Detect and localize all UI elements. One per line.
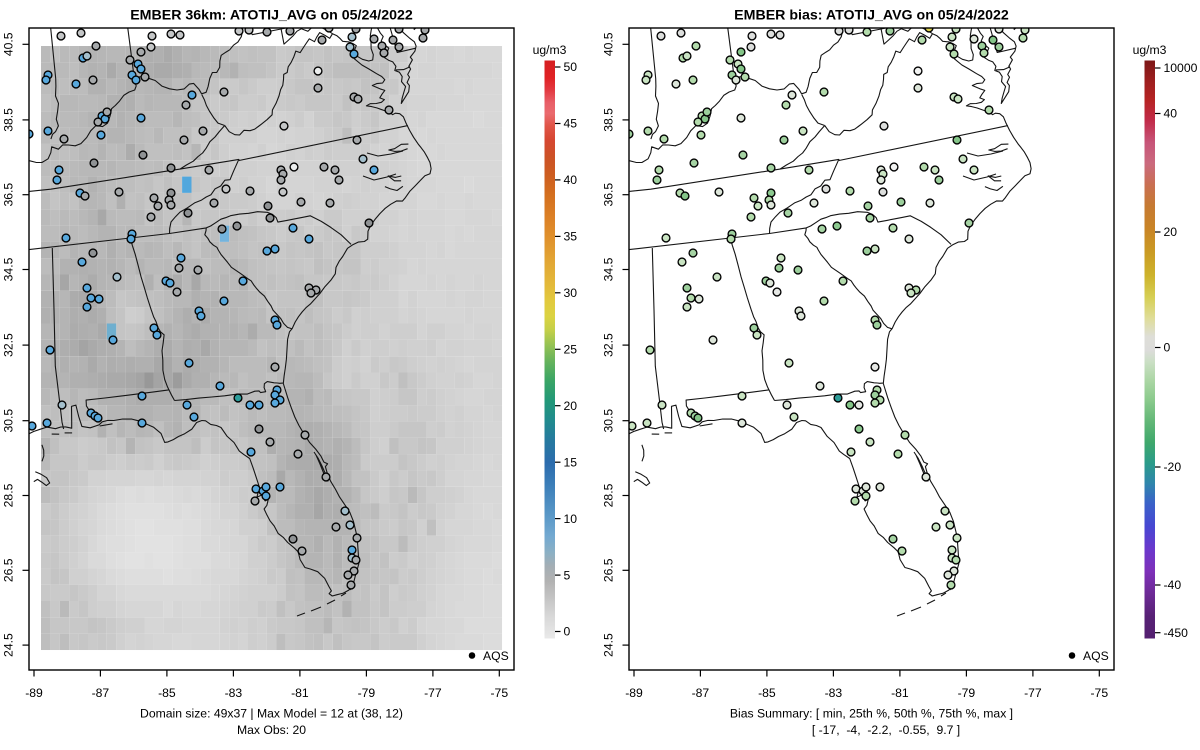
svg-text:-77: -77 xyxy=(424,686,442,700)
svg-text:Domain size: 49x37 | Max Model: Domain size: 49x37 | Max Model = 12 at (… xyxy=(140,707,403,721)
svg-text:-40: -40 xyxy=(1164,578,1182,592)
svg-text:-81: -81 xyxy=(291,686,309,700)
svg-text:-85: -85 xyxy=(158,686,176,700)
svg-text:40: 40 xyxy=(1164,107,1178,121)
svg-text:-450: -450 xyxy=(1164,626,1189,640)
svg-text:-87: -87 xyxy=(92,686,110,700)
svg-text:20: 20 xyxy=(1164,225,1178,239)
svg-text:ug/m3: ug/m3 xyxy=(533,43,567,57)
svg-text:24.5: 24.5 xyxy=(602,633,616,657)
svg-text:10000: 10000 xyxy=(1164,61,1198,75)
svg-text:AQS: AQS xyxy=(483,649,509,663)
svg-text:-87: -87 xyxy=(692,686,710,700)
svg-text:-85: -85 xyxy=(758,686,776,700)
svg-text:-81: -81 xyxy=(891,686,909,700)
svg-text:-83: -83 xyxy=(225,686,243,700)
svg-text:38.5: 38.5 xyxy=(602,108,616,132)
svg-text:-20: -20 xyxy=(1164,460,1182,474)
svg-text:15: 15 xyxy=(564,455,578,469)
svg-text:34.5: 34.5 xyxy=(602,257,616,281)
svg-text:28.5: 28.5 xyxy=(2,483,16,507)
svg-text:24.5: 24.5 xyxy=(2,633,16,657)
svg-text:36.5: 36.5 xyxy=(602,183,616,207)
svg-text:50: 50 xyxy=(564,60,578,74)
svg-text:ug/m3: ug/m3 xyxy=(1133,43,1167,57)
svg-text:-79: -79 xyxy=(358,686,376,700)
svg-text:40.5: 40.5 xyxy=(602,32,616,56)
svg-text:30: 30 xyxy=(564,286,578,300)
svg-text:45: 45 xyxy=(564,117,578,131)
svg-text:EMBER 36km: ATOTIJ_AVG on 05/2: EMBER 36km: ATOTIJ_AVG on 05/24/2022 xyxy=(130,8,413,24)
svg-text:35: 35 xyxy=(564,230,578,244)
svg-text:10: 10 xyxy=(564,512,578,526)
svg-text:40.5: 40.5 xyxy=(2,32,16,56)
svg-text:38.5: 38.5 xyxy=(2,108,16,132)
svg-text:30.5: 30.5 xyxy=(2,409,16,433)
svg-text:30.5: 30.5 xyxy=(602,409,616,433)
svg-text:EMBER bias: ATOTIJ_AVG on 05/2: EMBER bias: ATOTIJ_AVG on 05/24/2022 xyxy=(734,8,1009,24)
svg-text:0: 0 xyxy=(564,625,571,639)
svg-text:40: 40 xyxy=(564,173,578,187)
svg-text:0: 0 xyxy=(1164,341,1171,355)
svg-text:-75: -75 xyxy=(1090,686,1108,700)
svg-text:-75: -75 xyxy=(490,686,508,700)
svg-text:-77: -77 xyxy=(1024,686,1042,700)
svg-text:32.5: 32.5 xyxy=(2,333,16,357)
svg-text:-89: -89 xyxy=(625,686,643,700)
svg-text:[ -17, -4, -2.2, -0.55, 9.: [ -17, -4, -2.2, -0.55, 9.7 ] xyxy=(812,723,960,737)
svg-text:34.5: 34.5 xyxy=(2,257,16,281)
svg-text:26.5: 26.5 xyxy=(2,558,16,582)
svg-text:-83: -83 xyxy=(825,686,843,700)
svg-text:AQS: AQS xyxy=(1083,649,1109,663)
svg-text:26.5: 26.5 xyxy=(602,558,616,582)
svg-text:Bias Summary: [ min, 25th %, 5: Bias Summary: [ min, 25th %, 50th %, 75t… xyxy=(730,707,1013,721)
svg-text:5: 5 xyxy=(564,568,571,582)
svg-text:36.5: 36.5 xyxy=(2,183,16,207)
svg-text:-89: -89 xyxy=(25,686,43,700)
svg-text:-79: -79 xyxy=(958,686,976,700)
svg-text:28.5: 28.5 xyxy=(602,483,616,507)
svg-text:Max Obs: 20: Max Obs: 20 xyxy=(237,723,306,737)
svg-text:32.5: 32.5 xyxy=(602,333,616,357)
svg-text:20: 20 xyxy=(564,399,578,413)
svg-text:25: 25 xyxy=(564,343,578,357)
